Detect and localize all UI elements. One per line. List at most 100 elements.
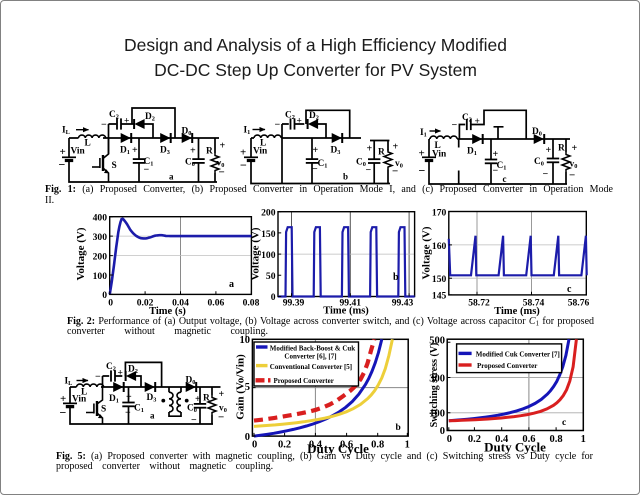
svg-text:D0: D0: [182, 127, 192, 138]
svg-text:200: 200: [261, 208, 276, 219]
svg-text:b: b: [343, 172, 348, 182]
svg-text:400: 400: [93, 213, 108, 224]
svg-text:−: −: [452, 120, 458, 131]
svg-text:S: S: [101, 405, 106, 415]
svg-text:0.8: 0.8: [550, 434, 563, 445]
svg-text:c: c: [567, 284, 572, 295]
svg-text:Duty Cycle: Duty Cycle: [307, 441, 369, 456]
svg-text:Modified Back-Boost & Cuk: Modified Back-Boost & Cuk: [270, 344, 355, 352]
svg-text:Time (ms): Time (ms): [323, 306, 369, 317]
svg-text:300: 300: [93, 232, 108, 243]
svg-text:Proposed Converter: Proposed Converter: [274, 377, 334, 385]
svg-text:58.72: 58.72: [468, 298, 490, 309]
svg-text:−: −: [60, 406, 67, 420]
svg-text:Vin: Vin: [72, 395, 87, 405]
svg-text:+: +: [475, 117, 480, 127]
svg-text:Voltage (V): Voltage (V): [421, 226, 433, 279]
svg-text:0.2: 0.2: [468, 434, 481, 445]
svg-text:99.39: 99.39: [283, 298, 305, 309]
svg-text:−: −: [569, 170, 575, 182]
svg-text:a: a: [169, 172, 174, 182]
svg-text:Voltage (V): Voltage (V): [75, 227, 87, 280]
svg-text:+: +: [572, 143, 578, 154]
svg-text:−: −: [218, 412, 224, 424]
svg-text:1: 1: [405, 440, 410, 451]
svg-text:Gain (Vo/Vin): Gain (Vo/Vin): [235, 354, 247, 420]
svg-text:C1: C1: [497, 161, 507, 172]
svg-text:Switching stress (V): Switching stress (V): [429, 343, 440, 428]
svg-text:58.74: 58.74: [523, 298, 545, 309]
svg-text:10: 10: [240, 335, 251, 346]
svg-text:+: +: [367, 144, 373, 155]
svg-text:−: −: [543, 169, 549, 180]
svg-text:R: R: [203, 394, 210, 404]
svg-text:C2: C2: [109, 110, 119, 121]
svg-text:C0: C0: [356, 158, 366, 169]
svg-text:−: −: [493, 166, 499, 177]
svg-text:C2: C2: [462, 113, 472, 124]
svg-text:L: L: [435, 141, 441, 151]
svg-text:+: +: [493, 149, 499, 160]
svg-text:−: −: [95, 372, 101, 383]
svg-text:−: −: [101, 120, 107, 131]
svg-text:+: +: [124, 117, 129, 127]
svg-text:−: −: [419, 164, 426, 178]
svg-text:IL: IL: [65, 377, 73, 388]
svg-text:a: a: [229, 279, 234, 290]
svg-text:R: R: [206, 147, 213, 157]
svg-text:0.4: 0.4: [309, 440, 323, 451]
svg-text:99.41: 99.41: [340, 298, 362, 309]
svg-text:0.6: 0.6: [522, 434, 535, 445]
svg-text:+: +: [118, 369, 123, 379]
svg-text:−: −: [59, 158, 66, 172]
svg-text:C1: C1: [144, 157, 154, 168]
svg-text:+: +: [220, 141, 226, 152]
svg-text:−: −: [275, 120, 281, 131]
svg-text:300: 300: [429, 373, 445, 384]
svg-text:+: +: [190, 146, 196, 157]
svg-text:+: +: [393, 142, 399, 153]
svg-text:+: +: [240, 147, 246, 159]
svg-text:D2: D2: [309, 111, 319, 122]
svg-text:0.08: 0.08: [243, 298, 260, 309]
svg-text:Modified Cuk Converter [7]: Modified Cuk Converter [7]: [476, 351, 560, 359]
svg-text:+: +: [419, 148, 425, 160]
svg-text:S: S: [112, 161, 117, 171]
svg-text:160: 160: [432, 241, 447, 252]
svg-text:100: 100: [429, 409, 445, 420]
svg-text:L: L: [260, 139, 266, 149]
svg-text:−: −: [219, 167, 225, 179]
svg-text:Time (s): Time (s): [149, 306, 186, 317]
svg-text:L: L: [81, 388, 87, 398]
svg-text:0.06: 0.06: [208, 298, 225, 309]
svg-text:0: 0: [108, 298, 113, 309]
svg-text:v0: v0: [395, 159, 403, 170]
svg-text:L: L: [85, 139, 91, 149]
svg-text:C1: C1: [318, 159, 328, 170]
svg-text:IL: IL: [62, 126, 70, 137]
svg-text:D0: D0: [532, 127, 542, 138]
svg-text:+: +: [219, 389, 225, 400]
svg-text:C2: C2: [285, 111, 295, 122]
svg-text:0: 0: [447, 434, 452, 445]
svg-text:5: 5: [245, 382, 250, 393]
svg-text:Vin: Vin: [253, 147, 268, 157]
svg-text:+: +: [126, 392, 132, 403]
svg-text:C0: C0: [187, 404, 197, 415]
svg-text:100: 100: [93, 271, 108, 282]
svg-text:D3: D3: [147, 393, 157, 404]
svg-text:−: −: [191, 415, 197, 426]
svg-text:−: −: [366, 165, 372, 176]
svg-text:b: b: [396, 423, 401, 433]
svg-text:D1: D1: [120, 146, 130, 157]
svg-text:0.2: 0.2: [278, 440, 291, 451]
svg-text:0: 0: [271, 292, 276, 303]
svg-text:I1: I1: [244, 126, 251, 137]
svg-text:500: 500: [429, 336, 445, 347]
svg-text:−: −: [125, 408, 131, 419]
svg-text:b: b: [393, 272, 399, 283]
svg-text:58.76: 58.76: [568, 298, 590, 309]
svg-text:v0: v0: [570, 160, 578, 171]
svg-text:0: 0: [440, 426, 445, 437]
svg-text:Proposed Converter: Proposed Converter: [477, 362, 537, 370]
